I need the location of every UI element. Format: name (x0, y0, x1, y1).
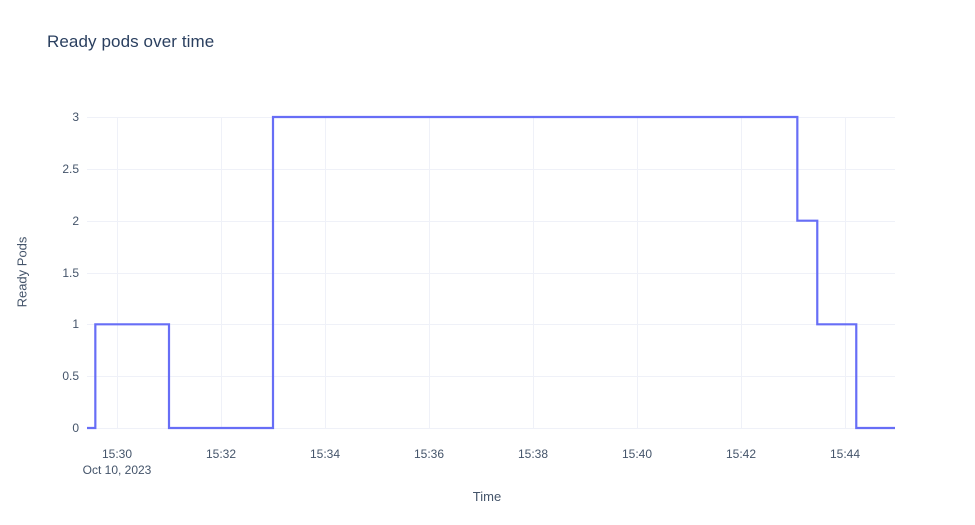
gridline-y-0-5 (87, 376, 895, 378)
y-tick-0: 0 (72, 421, 79, 435)
y-tick-1-5: 1.5 (62, 265, 79, 280)
y-tick-2: 2 (72, 213, 79, 228)
x-tick-1540: 15:40 (621, 447, 653, 461)
gridline-x-1542 (741, 117, 742, 428)
y-tick-1: 1 (72, 317, 79, 332)
x-tick-1544: 15:44 (829, 447, 861, 461)
ready-pods-step-line (87, 115, 895, 430)
gridline-x-1540 (637, 117, 638, 428)
gridline-y-2 (87, 220, 895, 222)
page-title: Ready pods over time (47, 32, 215, 51)
x-axis-title: Time (472, 489, 502, 504)
gridline-x-1532 (221, 117, 222, 428)
x-axis-date-label: Oct 10, 2023 (82, 463, 152, 477)
x-tick-1532: 15:32 (205, 447, 237, 461)
gridline-x-1544 (845, 117, 846, 428)
y-tick-0-5: 0.5 (62, 369, 79, 384)
gridline-y-2-5 (87, 168, 895, 170)
y-tick-2-5: 2.5 (62, 161, 79, 176)
ready-pods-series (87, 115, 895, 430)
y-axis-ticks: 0 0.5 1 1.5 2 2.5 3 (0, 0, 79, 525)
gridline-x-1534 (325, 117, 326, 428)
gridline-x-1538 (533, 117, 534, 428)
gridline-x-1536 (429, 117, 430, 428)
gridline-y-1 (87, 324, 895, 326)
x-tick-1536: 15:36 (413, 447, 445, 461)
x-tick-1534: 15:34 (309, 447, 341, 461)
gridline-x-1530 (117, 117, 118, 428)
x-tick-1538: 15:38 (517, 447, 549, 461)
plot-area (87, 115, 895, 430)
x-tick-1530: 15:30 (101, 447, 133, 461)
y-tick-3: 3 (72, 110, 79, 124)
x-tick-1542: 15:42 (725, 447, 757, 461)
gridline-y-1-5 (87, 272, 895, 274)
gridline-y-0 (87, 428, 895, 429)
